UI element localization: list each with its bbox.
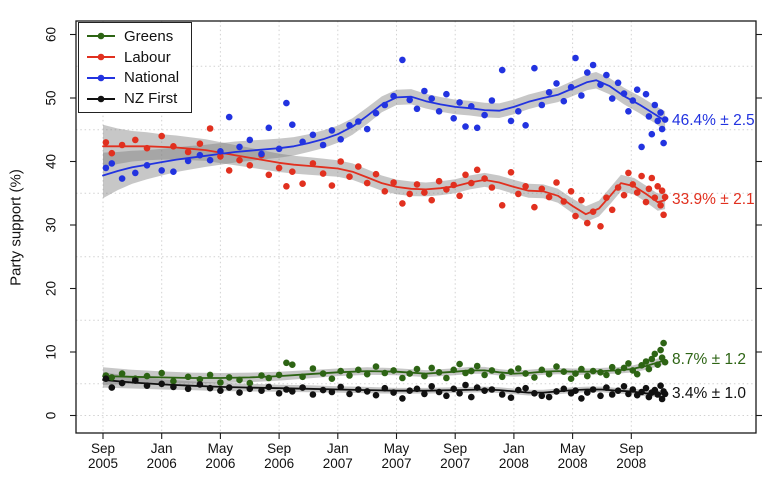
- x-tick-month: Jan: [503, 441, 525, 456]
- legend-item-national: National: [85, 68, 191, 89]
- x-tick-year: 2008: [616, 456, 646, 471]
- x-tick-month: Sep: [443, 441, 467, 456]
- legend-label: NZ First: [124, 90, 178, 108]
- y-tick-label: 30: [44, 217, 59, 232]
- y-tick-label: 0: [44, 412, 59, 420]
- x-tick-month: Sep: [267, 441, 291, 456]
- legend-label: Labour: [124, 48, 171, 66]
- x-tick-year: 2007: [440, 456, 470, 471]
- band-labour: [103, 124, 666, 223]
- x-tick-year: 2007: [381, 456, 411, 471]
- axes: 0102030405060Sep2005Jan2006May2006Sep200…: [44, 20, 762, 471]
- x-tick-year: 2008: [558, 456, 588, 471]
- legend-label: National: [124, 69, 180, 87]
- poll-points: [102, 54, 669, 403]
- x-tick-year: 2006: [264, 456, 294, 471]
- points-nzfirst: [102, 375, 669, 403]
- x-tick-year: 2005: [88, 456, 118, 471]
- y-tick-label: 10: [44, 344, 59, 359]
- legend: Greens Labour National NZ First: [78, 22, 192, 113]
- x-tick-month: Jan: [151, 441, 173, 456]
- x-tick-year: 2006: [147, 456, 177, 471]
- annotation-labour: 33.9% ± 2.1: [672, 191, 755, 209]
- x-tick-month: Sep: [619, 441, 643, 456]
- x-tick-year: 2007: [323, 456, 353, 471]
- x-tick-year: 2008: [499, 456, 529, 471]
- labour-line-marker-icon: [87, 53, 115, 61]
- trend-nzfirst: [102, 379, 666, 395]
- y-tick-label: 40: [44, 154, 59, 169]
- legend-item-nzfirst: NZ First: [85, 88, 191, 109]
- x-tick-month: May: [208, 441, 234, 456]
- x-tick-month: May: [560, 441, 586, 456]
- y-tick-label: 60: [44, 27, 59, 42]
- confidence-bands: [103, 72, 666, 398]
- annotation-national: 46.4% ± 2.5: [672, 111, 755, 129]
- legend-item-labour: Labour: [85, 47, 191, 68]
- annotation-greens: 8.7% ± 1.2: [672, 351, 746, 369]
- nzfirst-line-marker-icon: [87, 95, 115, 102]
- gridlines: [76, 21, 756, 433]
- legend-item-greens: Greens: [85, 26, 191, 47]
- x-tick-month: May: [384, 441, 410, 456]
- x-tick-month: Sep: [91, 441, 115, 456]
- trend-lines: [102, 79, 666, 395]
- x-tick-year: 2006: [205, 456, 235, 471]
- x-tick-month: Jan: [327, 441, 349, 456]
- legend-label: Greens: [124, 27, 174, 45]
- y-axis-title: Party support (%): [7, 169, 25, 286]
- points-greens: [102, 339, 669, 387]
- annotation-nzfirst: 3.4% ± 1.0: [672, 384, 746, 402]
- y-tick-label: 50: [44, 90, 59, 105]
- y-tick-label: 20: [44, 281, 59, 296]
- points-labour: [102, 125, 669, 230]
- points-national: [102, 54, 669, 182]
- national-line-marker-icon: [87, 74, 115, 82]
- greens-line-marker-icon: [87, 33, 115, 40]
